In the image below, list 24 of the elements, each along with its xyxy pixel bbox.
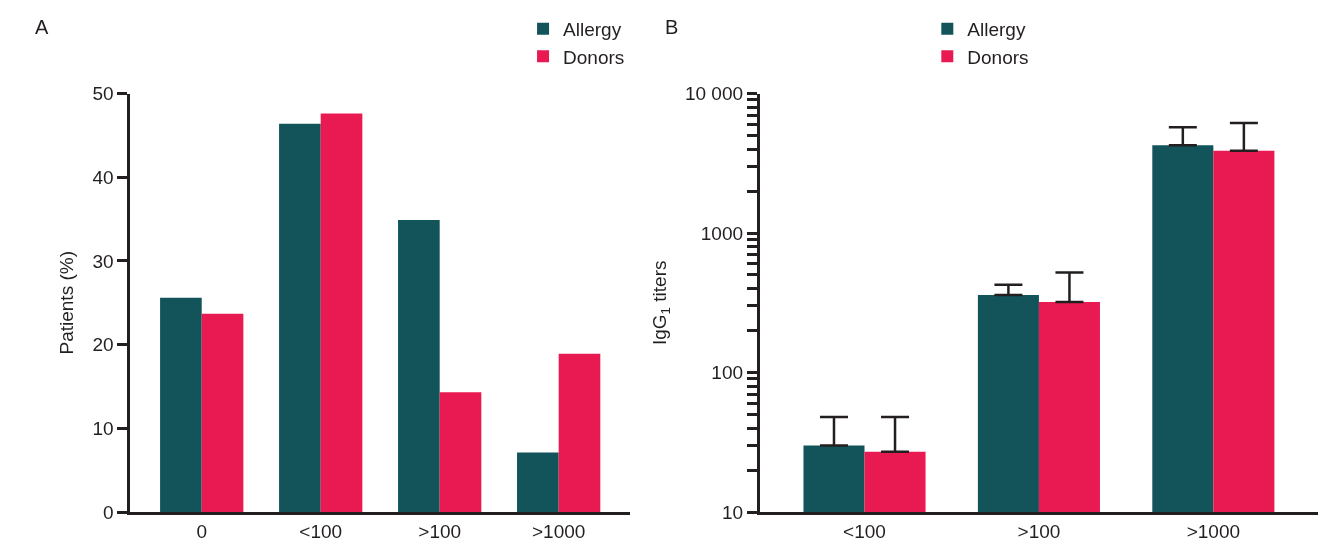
x-tick-label: >1000	[1186, 520, 1241, 542]
x-tick-label: >100	[418, 520, 462, 542]
chart-title: A	[35, 16, 49, 38]
y-tick-label: 10	[721, 501, 744, 523]
chart-title: B	[665, 16, 679, 38]
legend-label: Allergy	[967, 19, 1026, 41]
y-tick-label: 1000	[700, 222, 744, 244]
y-tick-label: 0	[102, 501, 114, 523]
x-tick-label: 0	[196, 520, 208, 542]
y-tick-label: 20	[92, 334, 114, 356]
y-tick-label: 10 000	[684, 83, 744, 105]
y-axis-title: Patients (%)	[56, 251, 78, 355]
x-tick-label: >100	[1017, 520, 1061, 542]
x-tick-label: <100	[299, 520, 343, 542]
legend-label: Donors	[967, 46, 1029, 68]
y-tick-label: 40	[92, 166, 114, 188]
y-tick-label: 100	[711, 362, 744, 384]
legend-label: Allergy	[563, 19, 622, 41]
y-tick-label: 50	[92, 83, 114, 105]
legend-label: Donors	[563, 46, 625, 68]
y-tick-label: 30	[92, 250, 114, 272]
y-tick-label: 10	[92, 417, 114, 439]
x-tick-label: <100	[843, 520, 886, 542]
x-tick-label: >1000	[531, 520, 586, 542]
